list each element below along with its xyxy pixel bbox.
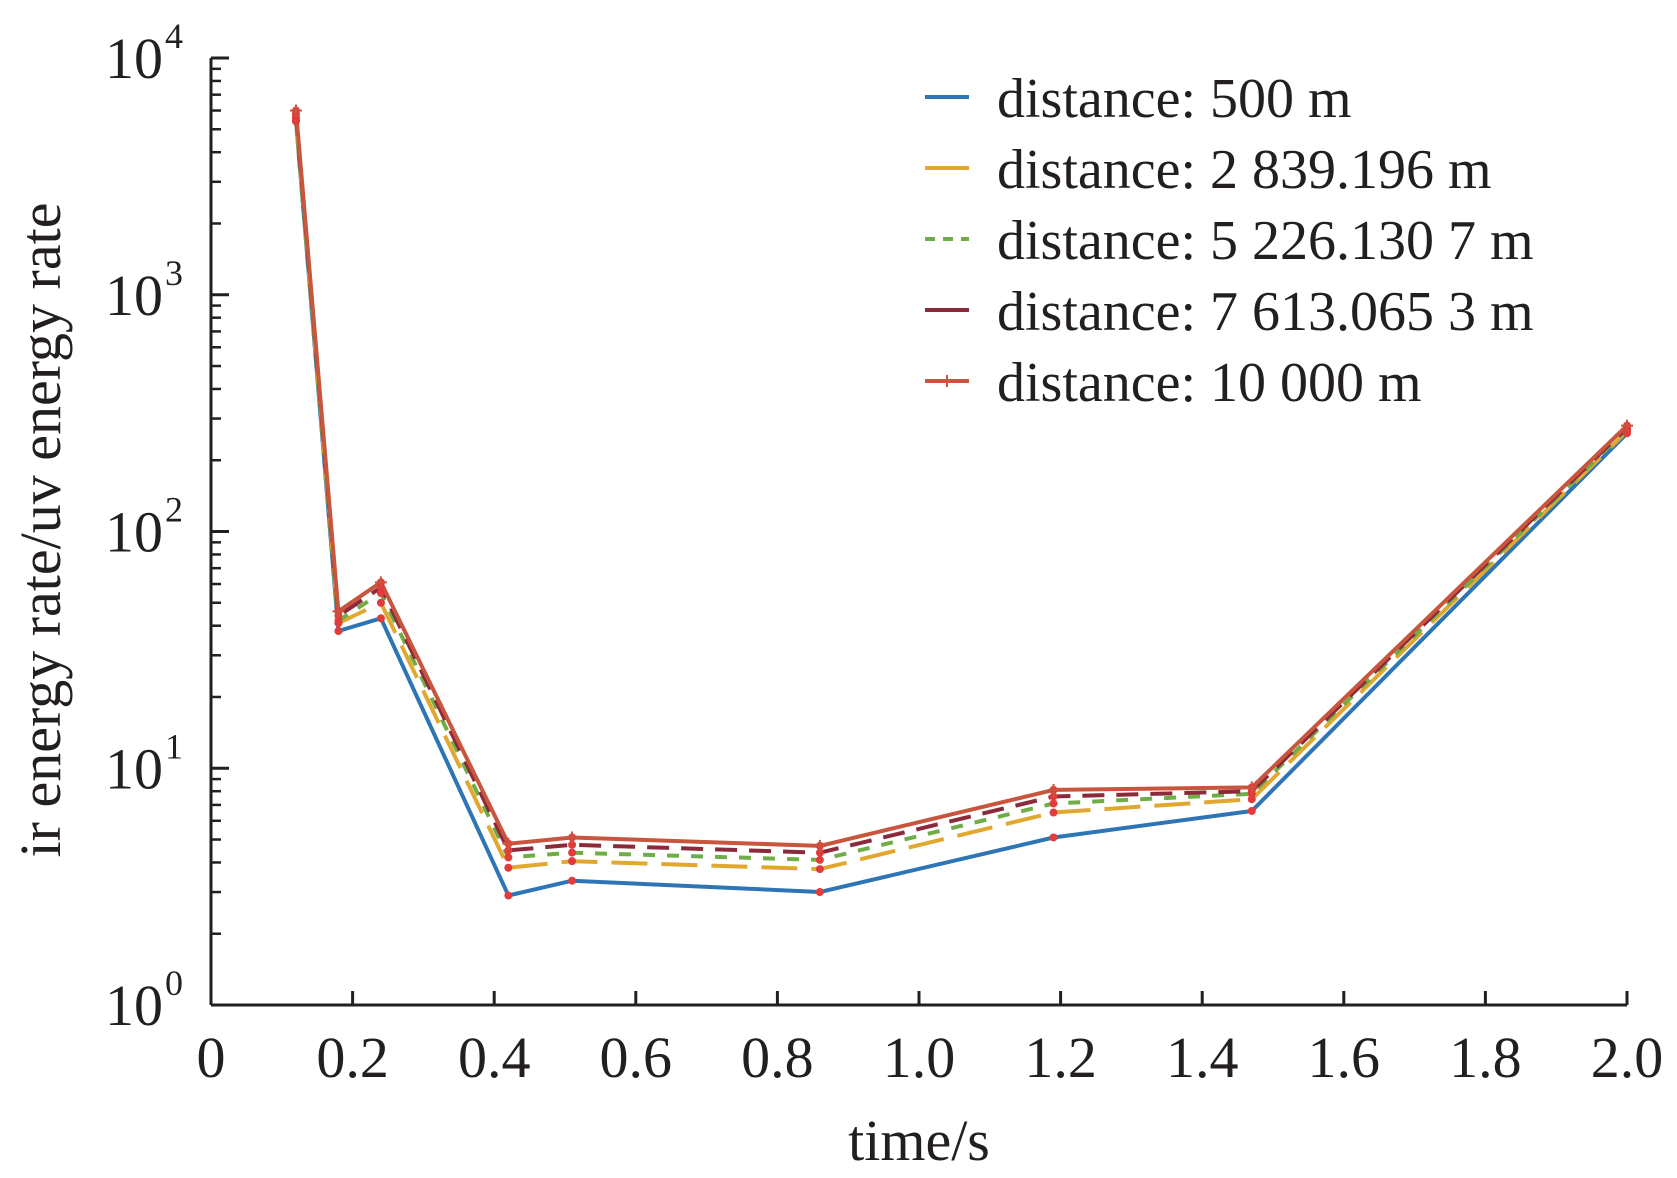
data-point — [568, 848, 577, 857]
x-tick-label: 1.4 — [1166, 1025, 1239, 1090]
legend-label-3: distance: 7 613.065 3 m — [997, 281, 1534, 343]
series-line-3 — [294, 113, 1629, 855]
data-point — [568, 876, 577, 885]
data-point — [815, 855, 824, 864]
x-tick-label: 1.8 — [1449, 1025, 1522, 1090]
data-point — [568, 857, 577, 866]
y-tick-label-exponent: 4 — [165, 16, 183, 56]
legend-label-0: distance: 500 m — [997, 68, 1352, 130]
data-point — [1049, 792, 1058, 801]
x-tick-label: 1.0 — [883, 1025, 956, 1090]
data-point — [376, 614, 385, 623]
data-point — [815, 848, 824, 857]
y-axis-label: ir energy rate/uv energy rate — [8, 203, 73, 858]
data-point — [504, 863, 513, 872]
y-tick-label-base: 10 — [105, 26, 163, 91]
legend: distance: 500 m distance: 2 839.196 m dist… — [925, 68, 1534, 414]
markers-layer — [289, 104, 1633, 900]
data-point — [504, 891, 513, 900]
data-point — [504, 846, 513, 855]
y-tick-label-base: 10 — [105, 973, 163, 1038]
data-point — [334, 626, 343, 635]
y-tick-label-exponent: 3 — [165, 253, 183, 293]
x-tick-label: 0.6 — [600, 1025, 673, 1090]
x-tick-label: 0.2 — [316, 1025, 389, 1090]
data-point — [815, 865, 824, 874]
legend-label-4: distance: 10 000 m — [997, 352, 1422, 414]
legend-label-2: distance: 5 226.130 7 m — [997, 210, 1534, 272]
legend-label-1: distance: 2 839.196 m — [997, 139, 1492, 201]
y-tick-label-exponent: 1 — [165, 726, 183, 766]
x-tick-label: 0.4 — [458, 1025, 531, 1090]
data-point — [376, 598, 385, 607]
y-tick-label-base: 10 — [105, 263, 163, 328]
x-ticks: 0 0.2 0.4 0.6 0.8 1.0 1.2 1.4 1.6 1.8 2.0 — [197, 991, 1664, 1090]
x-tick-label: 0.8 — [741, 1025, 814, 1090]
data-point — [1049, 833, 1058, 842]
data-point — [1049, 808, 1058, 817]
y-tick-label-exponent: 2 — [165, 490, 183, 530]
y-minor-ticks — [211, 67, 221, 935]
x-tick-label: 2.0 — [1591, 1025, 1664, 1090]
data-point — [568, 840, 577, 849]
x-tick-label: 1.2 — [1024, 1025, 1097, 1090]
x-axis-label: time/s — [848, 1108, 990, 1173]
data-point — [815, 888, 824, 897]
y-tick-label-base: 10 — [105, 500, 163, 565]
y-tick-label-exponent: 0 — [165, 963, 183, 1003]
data-point — [1049, 799, 1058, 808]
x-tick-label: 1.6 — [1308, 1025, 1381, 1090]
x-tick-label: 0 — [197, 1025, 226, 1090]
data-point — [504, 853, 513, 862]
data-point — [1247, 806, 1256, 815]
y-tick-label-base: 10 — [105, 736, 163, 801]
